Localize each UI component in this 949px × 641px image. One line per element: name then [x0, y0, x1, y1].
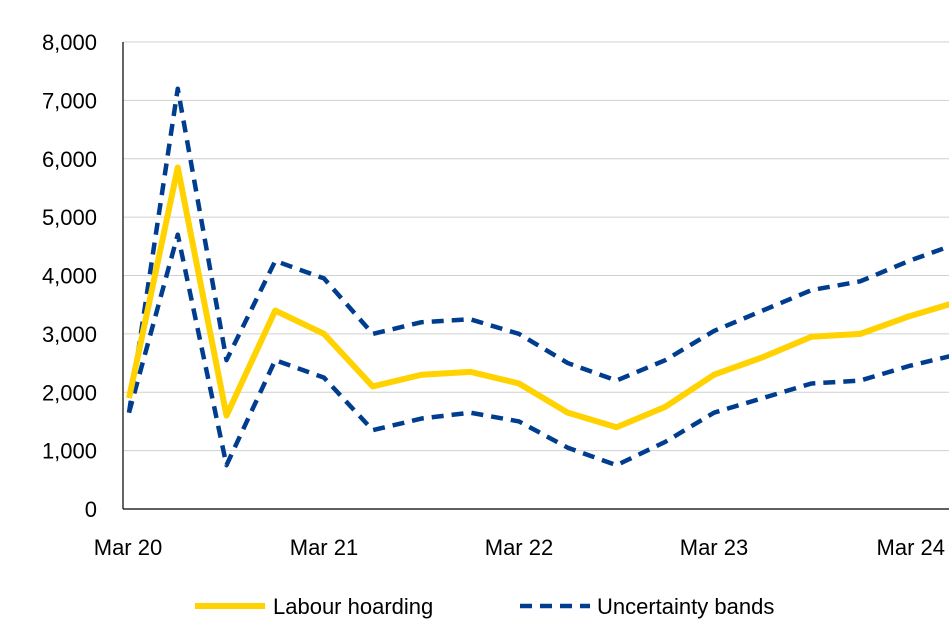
axes: [122, 42, 949, 510]
y-tick-label: 4,000: [42, 264, 97, 289]
series-line-labour-hoarding: [126, 164, 949, 431]
y-tick-label: 0: [85, 497, 97, 522]
series-lines: [126, 86, 949, 468]
y-tick-label: 7,000: [42, 88, 97, 113]
y-tick-label: 6,000: [42, 147, 97, 172]
series-line-uncertainty-lower: [126, 232, 949, 468]
legend: Labour hoarding Uncertainty bands: [195, 594, 774, 619]
series-line-uncertainty-upper: [126, 86, 949, 414]
legend-label: Uncertainty bands: [597, 594, 774, 619]
y-tick-label: 3,000: [42, 322, 97, 347]
y-tick-label: 8,000: [42, 30, 97, 55]
y-tick-label: 2,000: [42, 380, 97, 405]
y-tick-label: 1,000: [42, 439, 97, 464]
x-tick-label: Mar 21: [290, 535, 358, 560]
x-axis-tick-labels: Mar 20 Mar 21 Mar 22 Mar 23 Mar 24: [94, 535, 945, 560]
x-tick-label: Mar 24: [877, 535, 945, 560]
legend-label: Labour hoarding: [273, 594, 433, 619]
x-tick-label: Mar 23: [680, 535, 748, 560]
x-tick-label: Mar 22: [485, 535, 553, 560]
y-tick-label: 5,000: [42, 205, 97, 230]
gridlines: [123, 41, 949, 452]
y-axis-tick-labels: 0 1,000 2,000 3,000 4,000 5,000 6,000 7,000 8,00…: [42, 30, 97, 522]
x-tick-label: Mar 20: [94, 535, 162, 560]
